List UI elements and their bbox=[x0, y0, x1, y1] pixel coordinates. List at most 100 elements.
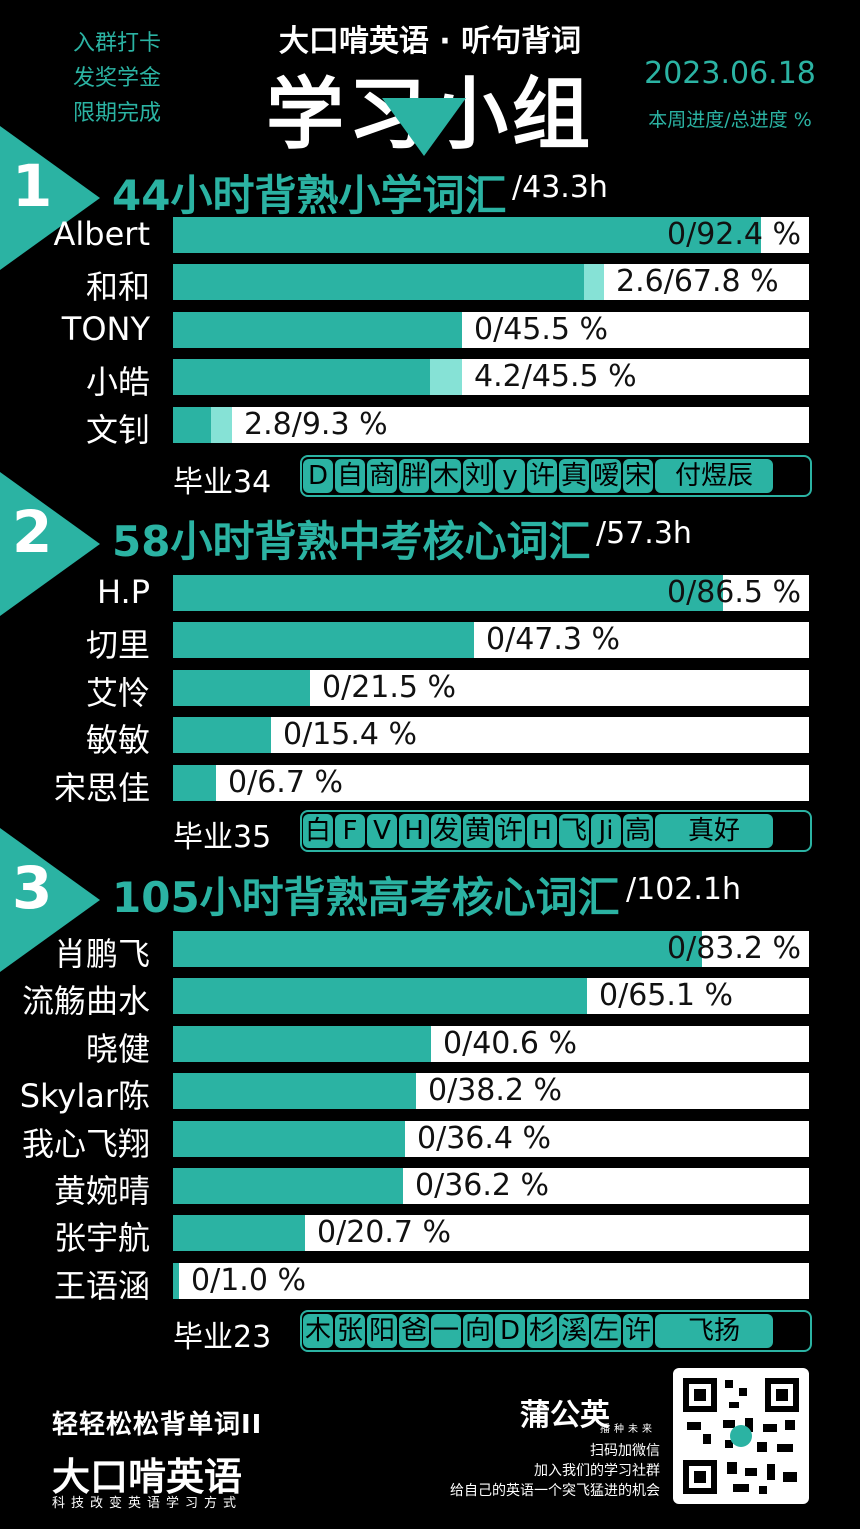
progress-bar-week-fill bbox=[430, 359, 462, 395]
progress-legend: 本周进度/总进度 % bbox=[648, 109, 812, 131]
section-title: 105小时背熟高考核心词汇 bbox=[112, 873, 620, 922]
progress-value: 0/38.2 % bbox=[428, 1073, 563, 1108]
progress-bar-week-fill bbox=[211, 407, 232, 443]
graduated-count: 毕业35 bbox=[173, 820, 272, 855]
graduate-chip: 发 bbox=[431, 814, 461, 848]
logo-brand: 大口啃英语 bbox=[52, 1455, 243, 1499]
graduate-chip: 阳 bbox=[367, 1314, 397, 1348]
progress-value: 2.6/67.8 % bbox=[616, 264, 779, 299]
progress-bar: 0/86.5 % bbox=[173, 575, 809, 611]
progress-value: 0/45.5 % bbox=[474, 312, 609, 347]
graduates-list: D 自商胖木刘 y 许真嗳宋付煜辰 bbox=[300, 455, 812, 497]
member-name: 我心飞翔 bbox=[21, 1125, 150, 1163]
progress-bar: 2.8/9.3 % bbox=[173, 407, 809, 443]
brand-subtitle: 大口啃英语 · 听句背词 bbox=[278, 24, 582, 59]
progress-value: 0/83.2 % bbox=[667, 931, 802, 966]
left-line-1: 入群打卡 bbox=[72, 31, 161, 56]
progress-value: 0/47.3 % bbox=[486, 622, 621, 657]
section-2-arrow-icon bbox=[0, 472, 100, 616]
section-number: 2 bbox=[12, 498, 53, 566]
progress-value: 0/6.7 % bbox=[228, 765, 343, 800]
progress-bar-total-fill bbox=[173, 717, 271, 753]
graduate-chip: 刘 bbox=[463, 459, 493, 493]
progress-value: 0/1.0 % bbox=[191, 1263, 306, 1298]
left-line-2: 发奖学金 bbox=[72, 66, 161, 91]
member-name: Skylar陈 bbox=[19, 1077, 150, 1115]
graduate-chip: 左 bbox=[591, 1314, 621, 1348]
graduate-chip: H bbox=[399, 814, 429, 848]
progress-value: 0/15.4 % bbox=[283, 717, 418, 752]
progress-bar-total-fill bbox=[173, 1263, 179, 1299]
section-1-arrow-icon bbox=[0, 126, 100, 270]
graduate-chip: 向 bbox=[463, 1314, 493, 1348]
progress-bar-total-fill bbox=[173, 1073, 416, 1109]
graduate-chip: 嗳 bbox=[591, 459, 621, 493]
graduate-chip: 胖 bbox=[399, 459, 429, 493]
graduate-chip: 张 bbox=[335, 1314, 365, 1348]
graduate-chip: 付煜辰 bbox=[655, 459, 773, 493]
wechat-line-3: 给自己的英语一个突飞猛进的机会 bbox=[450, 1483, 660, 1499]
progress-bar-total-fill bbox=[173, 1121, 405, 1157]
graduate-chip: 爸 bbox=[399, 1314, 429, 1348]
report-date: 2023.06.18 bbox=[644, 56, 816, 91]
member-name: 流觞曲水 bbox=[21, 982, 150, 1020]
member-name: H.P bbox=[97, 573, 150, 611]
graduate-chip: D bbox=[303, 459, 333, 493]
graduate-chip: 飞 bbox=[559, 814, 589, 848]
wechat-line-1: 扫码加微信 bbox=[590, 1443, 660, 1459]
pgy-logo-text: 蒲公英 bbox=[520, 1398, 610, 1433]
left-line-3: 限期完成 bbox=[72, 101, 161, 126]
graduate-chip: 商 bbox=[367, 459, 397, 493]
progress-bar: 0/40.6 % bbox=[173, 1026, 809, 1062]
progress-bar: 0/45.5 % bbox=[173, 312, 809, 348]
progress-value: 0/21.5 % bbox=[322, 670, 457, 705]
member-name: TONY bbox=[61, 310, 150, 348]
progress-bar: 0/36.4 % bbox=[173, 1121, 809, 1157]
progress-bar: 2.6/67.8 % bbox=[173, 264, 809, 300]
graduate-chip: 木 bbox=[303, 1314, 333, 1348]
progress-value: 0/86.5 % bbox=[667, 575, 802, 610]
graduate-chip: V bbox=[367, 814, 397, 848]
graduate-chip: 高 bbox=[623, 814, 653, 848]
member-name: 切里 bbox=[85, 626, 150, 664]
wechat-line-2: 加入我们的学习社群 bbox=[534, 1463, 660, 1479]
member-name: Albert bbox=[53, 215, 150, 253]
member-name: 小皓 bbox=[85, 363, 150, 401]
header-left-lines: 入群打卡 发奖学金 限期完成 bbox=[62, 26, 172, 131]
logo-slogan: 科技改变英语学习方式 bbox=[52, 1496, 243, 1511]
member-name: 肖鹏飞 bbox=[53, 935, 150, 973]
progress-bar-total-fill bbox=[173, 217, 761, 253]
progress-bar: 0/21.5 % bbox=[173, 670, 809, 706]
graduate-chip: H bbox=[527, 814, 557, 848]
section-hours: /43.3h bbox=[512, 170, 608, 205]
graduate-chip: F bbox=[335, 814, 365, 848]
graduated-count: 毕业23 bbox=[173, 1320, 272, 1355]
progress-value: 0/92.4 % bbox=[667, 217, 802, 252]
section-number: 1 bbox=[12, 152, 53, 220]
progress-bar-week-fill bbox=[584, 264, 604, 300]
graduate-chip: 真好 bbox=[655, 814, 773, 848]
progress-bar-total-fill bbox=[173, 1215, 305, 1251]
logo-line-1: 轻轻松松背单词II bbox=[52, 1410, 263, 1440]
progress-bar-total-fill bbox=[173, 359, 462, 395]
graduate-chip: 溪 bbox=[559, 1314, 589, 1348]
progress-value: 2.8/9.3 % bbox=[244, 407, 388, 442]
progress-bar: 0/38.2 % bbox=[173, 1073, 809, 1109]
member-name: 黄婉晴 bbox=[53, 1172, 150, 1210]
member-name: 和和 bbox=[85, 268, 150, 306]
section-title: 44小时背熟小学词汇 bbox=[112, 171, 507, 220]
graduate-chip: 自 bbox=[335, 459, 365, 493]
member-name: 敏敏 bbox=[85, 721, 150, 759]
section-3-arrow-icon bbox=[0, 828, 100, 972]
progress-bar: 0/65.1 % bbox=[173, 978, 809, 1014]
graduate-chip: 真 bbox=[559, 459, 589, 493]
graduate-chip: 黄 bbox=[463, 814, 493, 848]
progress-bar-total-fill bbox=[173, 312, 462, 348]
progress-value: 0/65.1 % bbox=[599, 978, 734, 1013]
graduate-chip: Ji bbox=[591, 814, 621, 848]
progress-bar: 0/1.0 % bbox=[173, 1263, 809, 1299]
progress-value: 0/20.7 % bbox=[317, 1215, 452, 1250]
title-pointer bbox=[382, 98, 466, 156]
graduate-chip: 一 bbox=[431, 1314, 461, 1348]
qr-code-icon[interactable] bbox=[673, 1368, 809, 1504]
